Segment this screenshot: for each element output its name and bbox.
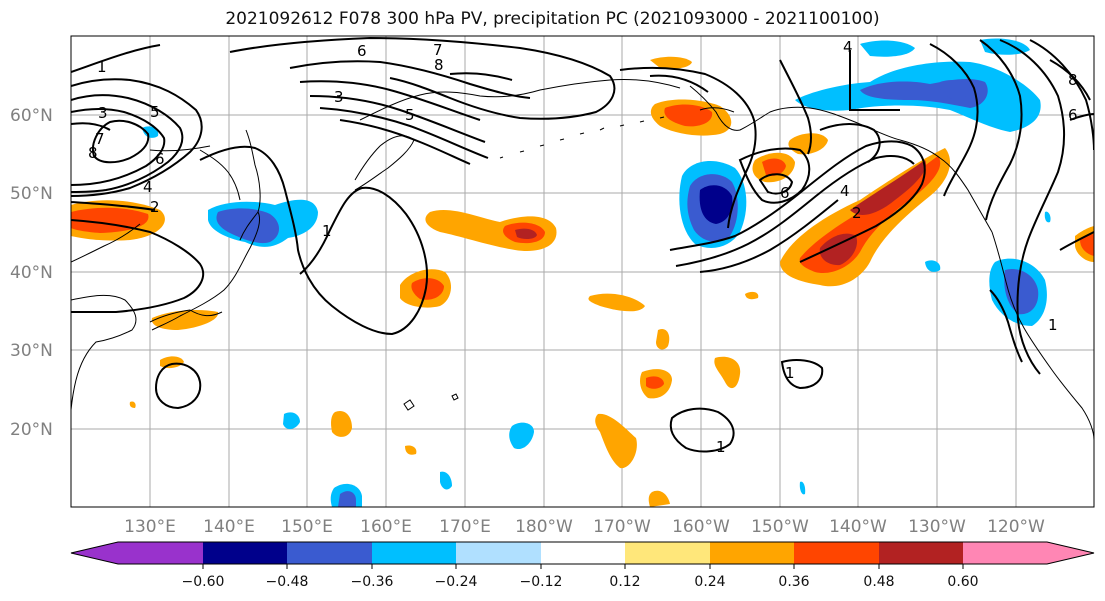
colorbar: −0.60 −0.48 −0.36 −0.24 −0.12 0.12 0.24 …	[70, 541, 1095, 590]
contour-label: 2	[150, 198, 160, 216]
contour-label: 6	[1068, 106, 1078, 124]
colorbar-segment	[203, 542, 287, 564]
colorbar-extend-max	[1047, 542, 1094, 564]
colorbar-tick-label: −0.12	[520, 574, 563, 590]
colorbar-segment	[541, 542, 625, 564]
contour-label: 6	[155, 150, 165, 168]
longitude-labels: 130°E 140°E 150°E 160°E 170°E 180°W 170°…	[124, 517, 1045, 537]
lon-label: 170°W	[593, 517, 651, 537]
contour-label: 1	[716, 438, 726, 456]
contour-label: 4	[840, 182, 850, 200]
contour-label: 4	[843, 38, 853, 56]
contour-label: 1	[785, 364, 795, 382]
contour-label: 8	[88, 144, 98, 162]
contour-label: 2	[852, 204, 862, 222]
lon-label: 130°W	[908, 517, 966, 537]
latitude-labels: 60°N 50°N 40°N 30°N 20°N	[10, 106, 53, 440]
colorbar-segment	[625, 542, 710, 564]
colorbar-segment	[710, 542, 794, 564]
lon-label: 150°W	[751, 517, 809, 537]
colorbar-tick-label: 0.36	[778, 574, 809, 590]
colorbar-segment	[879, 542, 963, 564]
colorbar-segment	[456, 542, 541, 564]
contour-label: 1	[322, 222, 332, 240]
map-title: 2021092612 F078 300 hPa PV, precipitatio…	[225, 9, 880, 29]
lat-label: 40°N	[10, 263, 53, 283]
contour-label: 6	[357, 42, 367, 60]
lon-label: 140°W	[829, 517, 887, 537]
contour-label: 1	[97, 58, 107, 76]
lon-label: 140°E	[203, 517, 255, 537]
contour-label: 5	[150, 103, 160, 121]
pv-contours	[71, 36, 1094, 453]
colorbar-tick-label: 0.60	[947, 574, 978, 590]
lon-label: 160°E	[360, 517, 412, 537]
contour-labels: 1 3 5 7 8 6 4 2 6 7 8 3 5 1 1 6 4 2 1 1 …	[88, 38, 1078, 456]
colorbar-segment	[794, 542, 879, 564]
colorbar-extend-min	[71, 542, 118, 564]
lat-label: 50°N	[10, 184, 53, 204]
colorbar-segment	[963, 542, 1047, 564]
contour-label: 7	[433, 41, 443, 59]
colorbar-segment	[372, 542, 456, 564]
contour-label: 8	[1068, 71, 1078, 89]
lat-label: 30°N	[10, 341, 53, 361]
colorbar-tick-label: 0.48	[863, 574, 894, 590]
contour-label: 6	[780, 184, 790, 202]
lon-label: 170°E	[439, 517, 491, 537]
colorbar-tick-label: −0.60	[182, 574, 225, 590]
lon-label: 120°W	[987, 517, 1045, 537]
colorbar-tick-label: −0.24	[435, 574, 478, 590]
lon-label: 150°E	[281, 517, 333, 537]
colorbar-tick-label: −0.48	[266, 574, 309, 590]
contour-label: 5	[405, 106, 415, 124]
colorbar-tick-label: 0.24	[694, 574, 725, 590]
colorbar-segment	[118, 542, 203, 564]
colorbar-tick-label: −0.36	[351, 574, 394, 590]
contour-label: 4	[143, 178, 153, 196]
contour-label: 8	[434, 56, 444, 74]
lon-label: 130°E	[124, 517, 176, 537]
lon-label: 180°W	[515, 517, 573, 537]
colorbar-segment	[287, 542, 372, 564]
contour-label: 7	[95, 130, 105, 148]
contour-label: 3	[98, 104, 108, 122]
lat-label: 60°N	[10, 106, 53, 126]
lon-label: 160°W	[672, 517, 730, 537]
map-frame	[70, 35, 1095, 508]
contour-label: 1	[1048, 316, 1058, 334]
colorbar-tick-label: 0.12	[609, 574, 640, 590]
lat-label: 20°N	[10, 420, 53, 440]
contour-label: 3	[334, 88, 344, 106]
